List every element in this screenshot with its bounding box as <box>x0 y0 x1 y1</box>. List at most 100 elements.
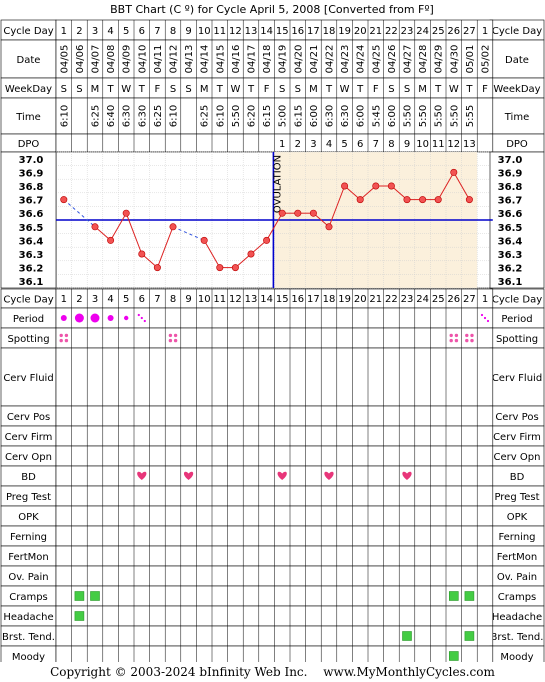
time-value: 6:15 <box>262 105 273 127</box>
time-value: 6:30 <box>325 105 336 127</box>
date-label: 04/30 <box>449 45 460 74</box>
row-pregtest-label-right: Preg Test <box>494 492 539 503</box>
temp-point <box>309 209 317 217</box>
cycle-day-number: 15 <box>276 26 289 37</box>
date-label: 04/13 <box>184 45 195 74</box>
cycle-day-number-bottom: 1 <box>482 294 488 305</box>
row-opk-label-left: OPK <box>18 512 39 523</box>
cycle-day-number-bottom: 1 <box>61 294 67 305</box>
temp-line-segment <box>156 226 174 268</box>
temp-point <box>60 196 68 204</box>
cycle-day-number: 1 <box>482 26 488 37</box>
cycle-day-number-bottom: 19 <box>338 294 351 305</box>
date-left-cell <box>0 39 57 79</box>
cycle-day-number-bottom: 24 <box>416 294 429 305</box>
row-moody-label-left: Moody <box>12 652 45 662</box>
spotting-marker <box>173 338 178 343</box>
cycle-day-number: 14 <box>260 26 273 37</box>
date-label: 04/29 <box>434 45 445 74</box>
copyright-text: Copyright © 2003-2024 bInfinity Web Inc. <box>50 665 308 679</box>
dpo-number: 10 <box>416 139 429 150</box>
brsttend-marker <box>464 631 475 641</box>
time-value: 6:10 <box>169 105 180 127</box>
cycle-day-number-bottom: 5 <box>123 294 129 305</box>
temp-point <box>263 236 271 244</box>
weekday-letter: W <box>449 84 459 95</box>
row-cervfluid-label-right: Cerv Fluid <box>492 373 542 384</box>
weekday-letter: S <box>170 84 176 95</box>
footer: Copyright © 2003-2024 bInfinity Web Inc.… <box>0 662 545 682</box>
y-tick-label-left: 36.1 <box>19 277 44 288</box>
cramps-marker <box>74 591 85 601</box>
headache-marker <box>74 611 85 621</box>
period-spotting-dot <box>486 319 490 323</box>
site-link[interactable]: www.MyMonthlyCycles.com <box>323 665 495 679</box>
time-value: 6:10 <box>215 105 226 127</box>
date-label: 04/23 <box>340 45 351 74</box>
cycle-day-number: 20 <box>354 26 367 37</box>
time-left-cell <box>0 97 57 135</box>
y-tick-label-right: 36.8 <box>498 182 523 193</box>
cycle-day-number: 13 <box>245 26 258 37</box>
spotting-marker <box>64 333 69 338</box>
dpo-label-left: DPO <box>18 139 40 150</box>
date-label: 04/22 <box>325 45 336 74</box>
row-fertmon-label-right: FertMon <box>497 552 537 563</box>
row-cervfluid-right-cell <box>489 347 545 407</box>
cycle-day-number-bottom: 4 <box>107 294 113 305</box>
temp-line-segment <box>125 213 143 255</box>
date-label: 04/14 <box>200 45 211 74</box>
cycle-day-number: 1 <box>61 26 67 37</box>
weekday-letter: F <box>373 84 379 95</box>
cycle-day-number-bottom: 22 <box>385 294 398 305</box>
date-label: 04/18 <box>262 45 273 74</box>
period-label-left: Period <box>13 314 44 325</box>
time-value: 6:10 <box>59 105 70 127</box>
cramps-marker <box>448 591 459 601</box>
dpo-number: 11 <box>432 139 445 150</box>
temp-point <box>372 182 380 190</box>
time-label-left: Time <box>15 112 40 123</box>
time-value: 6:00 <box>387 105 398 127</box>
temp-point <box>434 196 442 204</box>
row-cramps-label-right: Cramps <box>498 592 537 603</box>
cycle-day-number: 5 <box>123 26 129 37</box>
dpo-number: 13 <box>463 139 476 150</box>
cycle-day-label-left: Cycle Day <box>3 26 53 37</box>
cycle-day-number: 12 <box>229 26 242 37</box>
row-cramps-label-left: Cramps <box>9 592 48 603</box>
period-spotting-dot <box>140 316 143 320</box>
date-right-cell <box>489 39 545 79</box>
weekday-letter: S <box>185 84 191 95</box>
temp-point <box>450 168 458 176</box>
spotting-marker <box>64 338 69 343</box>
y-tick-label-right: 36.1 <box>498 277 523 288</box>
weekday-letter: S <box>279 84 285 95</box>
spotting-marker <box>59 338 63 343</box>
weekday-letter: F <box>155 84 161 95</box>
row-fertmon-label-left: FertMon <box>8 552 48 563</box>
row-cervfirm-label-left: Cerv Firm <box>5 432 53 443</box>
spotting-marker <box>168 333 173 338</box>
y-tick-label-left: 37.0 <box>19 155 44 166</box>
date-label: 04/25 <box>371 45 382 74</box>
row-cervfluid-left-cell <box>0 347 57 407</box>
time-value: 5:55 <box>465 105 476 127</box>
chart-title: BBT Chart (C º) for Cycle April 5, 2008 … <box>110 3 434 16</box>
cycle-day-number: 16 <box>291 26 304 37</box>
weekday-letter: T <box>107 84 115 95</box>
dpo-number: 7 <box>373 139 379 150</box>
y-tick-label-right: 37.0 <box>498 155 523 166</box>
temp-gap-segment <box>63 199 96 228</box>
row-brsttend-label-right: Brst. Tend. <box>491 632 544 643</box>
row-opk-label-right: OPK <box>507 512 528 523</box>
weekday-letter: T <box>434 84 442 95</box>
dpo-number: 8 <box>388 139 394 150</box>
date-label: 04/08 <box>106 45 117 74</box>
cycle-day-number: 3 <box>92 26 98 37</box>
cycle-day-number-bottom: 10 <box>198 294 211 305</box>
moody-marker <box>448 651 459 661</box>
cycle-day-number: 6 <box>139 26 145 37</box>
row-headache-label-left: Headache <box>3 612 53 623</box>
weekday-letter: M <box>418 84 427 95</box>
